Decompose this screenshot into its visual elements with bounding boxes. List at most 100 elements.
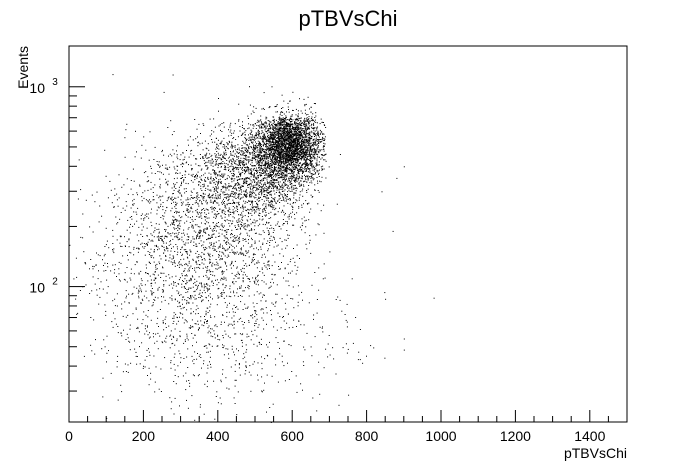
scatter-point bbox=[314, 138, 316, 140]
scatter-point bbox=[292, 151, 294, 153]
scatter-point bbox=[308, 116, 310, 118]
scatter-point bbox=[142, 192, 144, 194]
scatter-point bbox=[294, 142, 296, 144]
scatter-point bbox=[91, 194, 93, 196]
scatter-point bbox=[246, 166, 248, 168]
scatter-point bbox=[244, 147, 246, 149]
scatter-point bbox=[273, 149, 275, 151]
scatter-point bbox=[296, 127, 298, 129]
scatter-point bbox=[272, 119, 274, 121]
scatter-point bbox=[247, 150, 248, 152]
scatter-point bbox=[272, 179, 274, 181]
scatter-point bbox=[309, 211, 311, 213]
scatter-point bbox=[288, 124, 290, 126]
scatter-point bbox=[304, 153, 305, 155]
scatter-point bbox=[276, 161, 278, 163]
scatter-point bbox=[209, 118, 211, 120]
scatter-point bbox=[249, 204, 251, 206]
scatter-point bbox=[215, 195, 217, 197]
scatter-point bbox=[178, 228, 180, 230]
scatter-point bbox=[268, 134, 270, 136]
scatter-point bbox=[309, 160, 311, 162]
scatter-point bbox=[266, 189, 268, 191]
scatter-point bbox=[268, 197, 270, 199]
scatter-point bbox=[306, 135, 308, 137]
scatter-point bbox=[294, 163, 296, 165]
scatter-point bbox=[210, 261, 212, 263]
scatter-point bbox=[286, 154, 288, 156]
scatter-point bbox=[259, 197, 260, 199]
scatter-point bbox=[291, 187, 293, 189]
scatter-point bbox=[232, 194, 234, 195]
scatter-point bbox=[274, 167, 276, 169]
scatter-point bbox=[238, 152, 240, 153]
scatter-point bbox=[315, 162, 317, 164]
scatter-point bbox=[296, 155, 298, 157]
scatter-point bbox=[317, 170, 319, 172]
scatter-point bbox=[269, 205, 271, 207]
scatter-point bbox=[225, 277, 227, 279]
scatter-point bbox=[247, 177, 249, 179]
scatter-point bbox=[245, 138, 247, 139]
scatter-point bbox=[277, 161, 279, 163]
scatter-point bbox=[289, 163, 291, 165]
scatter-point bbox=[241, 134, 243, 136]
scatter-point bbox=[309, 145, 311, 147]
scatter-point bbox=[280, 121, 282, 123]
scatter-point bbox=[273, 182, 275, 184]
scatter-point bbox=[304, 129, 306, 131]
scatter-point bbox=[194, 202, 196, 204]
scatter-point bbox=[280, 111, 282, 113]
scatter-point bbox=[249, 196, 251, 198]
scatter-point bbox=[279, 202, 281, 203]
scatter-point bbox=[314, 117, 316, 118]
scatter-point bbox=[286, 157, 288, 159]
scatter-point bbox=[313, 141, 315, 143]
scatter-point bbox=[310, 118, 312, 119]
scatter-point bbox=[272, 116, 274, 118]
scatter-point bbox=[222, 144, 224, 145]
scatter-point bbox=[236, 176, 238, 178]
scatter-point bbox=[241, 150, 243, 152]
scatter-point bbox=[284, 141, 285, 143]
scatter-point bbox=[308, 137, 310, 139]
scatter-point bbox=[302, 141, 304, 143]
scatter-point bbox=[269, 121, 271, 123]
scatter-point bbox=[229, 176, 230, 178]
scatter-point bbox=[264, 154, 265, 156]
scatter-point bbox=[278, 183, 280, 185]
scatter-point bbox=[268, 141, 270, 143]
scatter-point bbox=[306, 129, 308, 131]
scatter-point bbox=[289, 139, 291, 141]
scatter-point bbox=[200, 133, 201, 134]
scatter-point bbox=[285, 178, 287, 180]
scatter-point bbox=[266, 221, 267, 223]
scatter-point bbox=[253, 145, 254, 147]
scatter-point bbox=[273, 185, 275, 187]
scatter-point bbox=[262, 191, 264, 193]
scatter-point bbox=[283, 133, 284, 135]
scatter-point bbox=[257, 119, 259, 121]
scatter-point bbox=[304, 154, 306, 156]
scatter-point bbox=[285, 174, 287, 176]
scatter-point bbox=[205, 165, 207, 167]
scatter-point bbox=[302, 173, 303, 174]
scatter-point bbox=[290, 159, 292, 161]
scatter-point bbox=[275, 142, 276, 144]
scatter-point bbox=[284, 239, 286, 241]
scatter-point bbox=[283, 149, 285, 151]
scatter-point bbox=[255, 155, 256, 157]
scatter-point bbox=[316, 129, 318, 131]
scatter-point bbox=[196, 267, 198, 269]
scatter-point bbox=[234, 194, 236, 196]
scatter-point bbox=[304, 174, 305, 176]
scatter-point bbox=[285, 180, 286, 182]
scatter-point bbox=[273, 135, 275, 136]
scatter-point bbox=[281, 150, 283, 152]
scatter-point bbox=[317, 203, 319, 205]
scatter-point bbox=[265, 116, 267, 118]
scatter-point bbox=[272, 162, 274, 164]
scatter-point bbox=[261, 138, 263, 140]
scatter-point bbox=[297, 134, 299, 136]
scatter-point bbox=[246, 150, 248, 151]
